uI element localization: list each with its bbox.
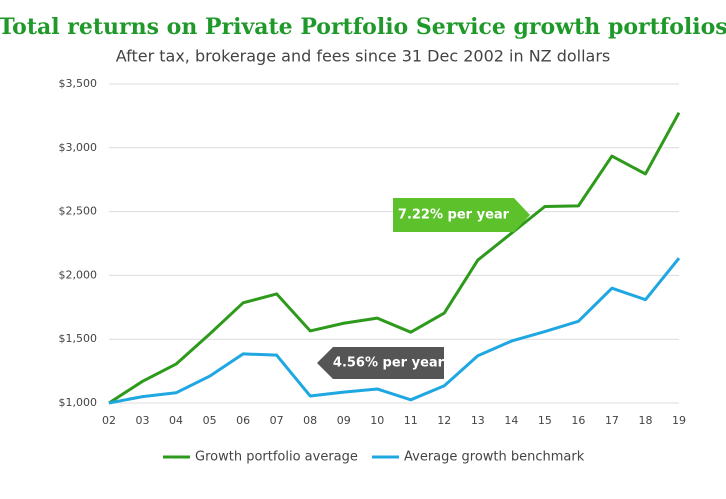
annotation-box <box>393 198 530 232</box>
y-tick-label: $2,000 <box>59 268 98 281</box>
y-tick-label: $3,000 <box>59 141 98 154</box>
x-tick-label: 07 <box>270 414 284 427</box>
x-tick-label: 02 <box>102 414 116 427</box>
y-tick-label: $1,000 <box>59 396 98 409</box>
x-tick-label: 15 <box>538 414 552 427</box>
data-line <box>108 111 681 405</box>
x-tick-label: 09 <box>337 414 351 427</box>
chart-subtitle: After tax, brokerage and fees since 31 D… <box>116 47 611 66</box>
y-tick-label: $2,500 <box>59 205 98 218</box>
x-tick-label: 11 <box>404 414 418 427</box>
x-tick-label: 10 <box>370 414 384 427</box>
x-tick-label: 16 <box>571 414 585 427</box>
x-tick-label: 06 <box>236 414 250 427</box>
x-tick-label: 05 <box>203 414 217 427</box>
legend-label: Average growth benchmark <box>404 450 585 465</box>
legend-label: Growth portfolio average <box>195 450 358 465</box>
x-tick-label: 14 <box>504 414 518 427</box>
y-tick-label: $3,500 <box>59 77 98 90</box>
chart-title: Total returns on Private Portfolio Servi… <box>0 14 726 40</box>
x-tick-label: 17 <box>605 414 619 427</box>
x-tick-label: 13 <box>471 414 485 427</box>
annotation-box <box>317 347 444 379</box>
x-tick-label: 04 <box>169 414 183 427</box>
y-tick-label: $1,500 <box>59 332 98 345</box>
data-line <box>108 257 681 405</box>
x-tick-label: 12 <box>437 414 451 427</box>
annotation-text: 7.22% per year <box>398 208 510 223</box>
annotation-text: 4.56% per year <box>333 356 445 371</box>
x-tick-label: 19 <box>672 414 686 427</box>
x-tick-label: 03 <box>136 414 150 427</box>
x-tick-label: 18 <box>638 414 652 427</box>
x-tick-label: 08 <box>303 414 317 427</box>
